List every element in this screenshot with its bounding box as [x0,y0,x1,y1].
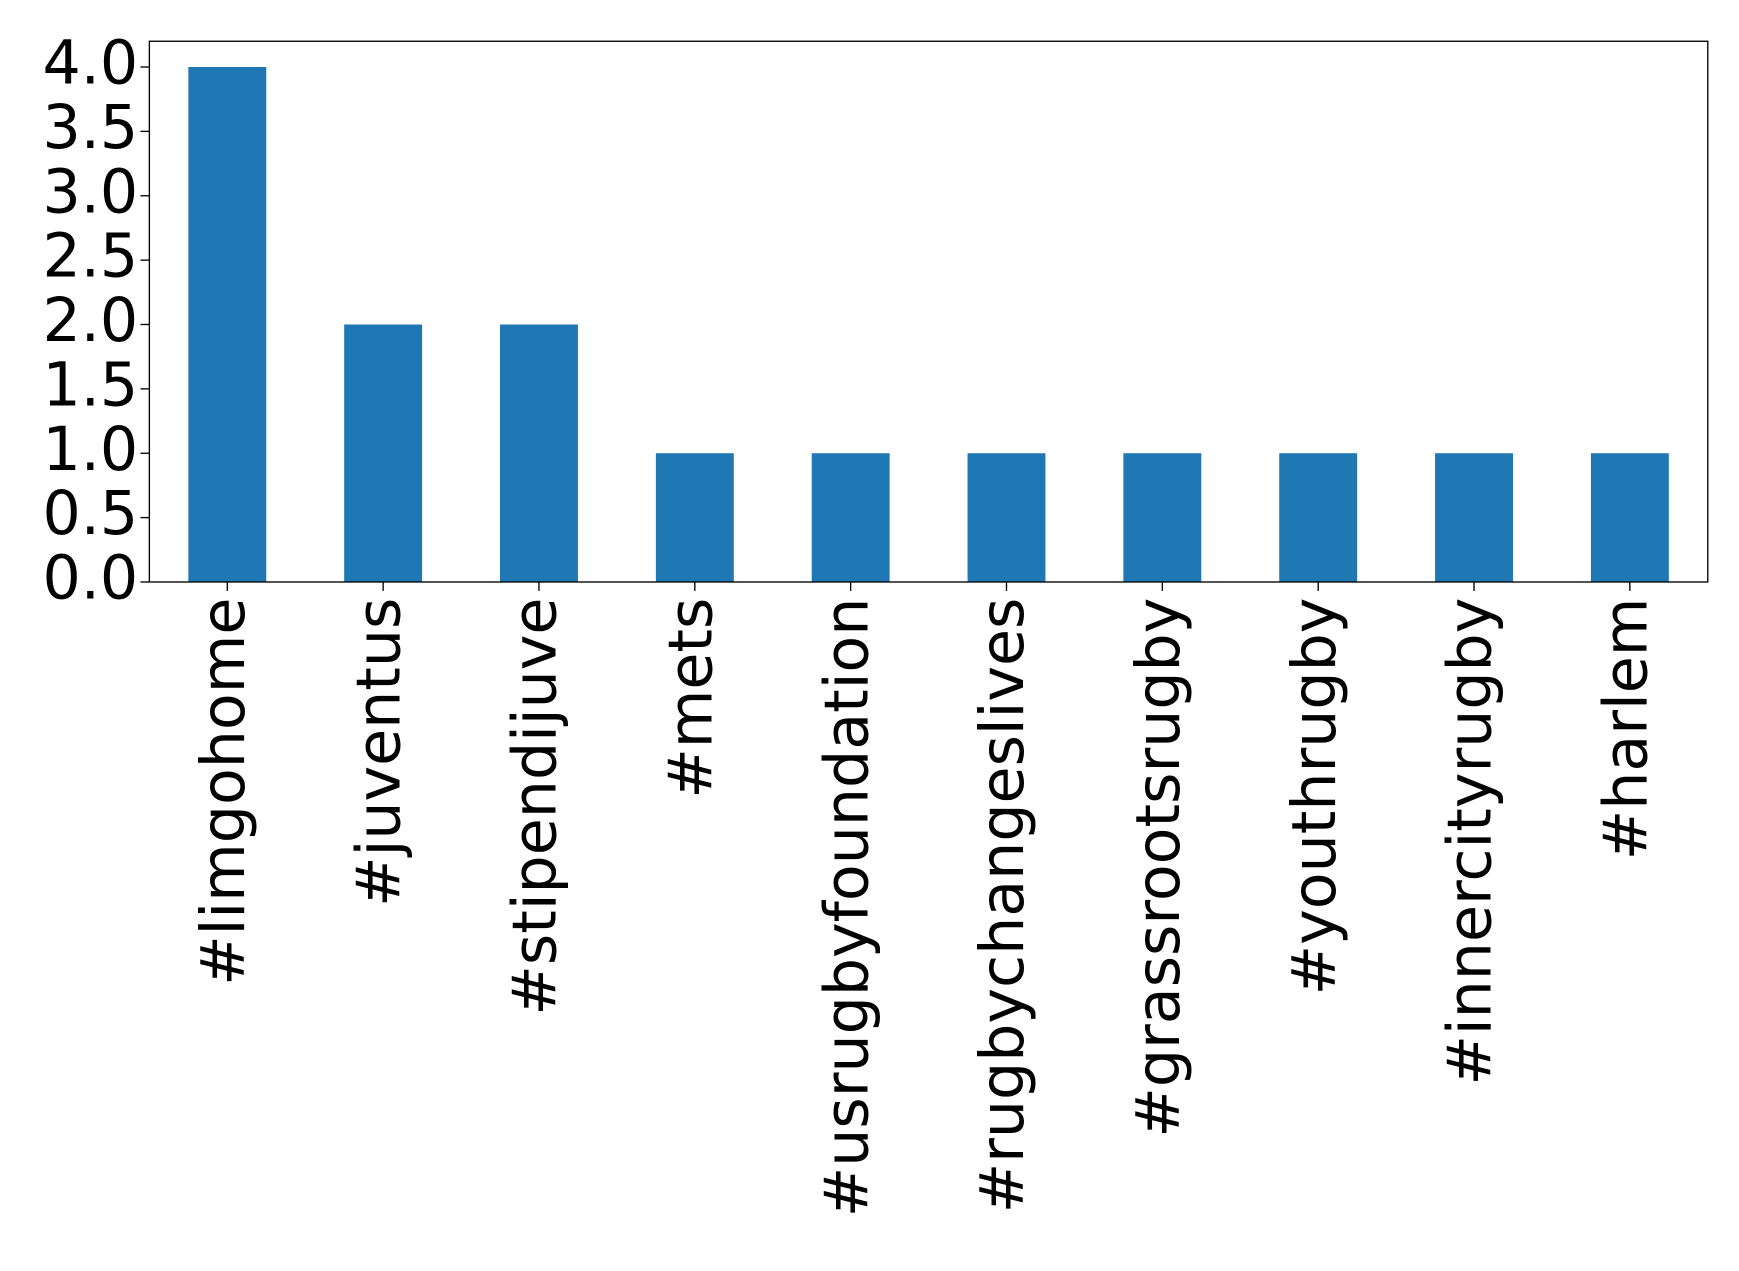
x-tick-label: #grassrootsrugby [1124,598,1194,1138]
x-tick-label: #stipendijuve [501,598,571,1016]
y-tick-label: 1.0 [43,415,139,485]
bar [188,67,267,582]
y-tick-label: 3.0 [43,157,139,227]
y-tick-label: 2.5 [43,222,139,292]
x-tick-label: #mets [656,598,726,799]
bar [1590,453,1669,582]
y-tick-label: 2.0 [43,286,139,356]
bar [500,324,578,582]
x-tick-label: #youthrugby [1280,598,1350,996]
y-tick-label: 1.5 [43,350,139,420]
x-tick-label: #rugbychangeslives [968,598,1038,1214]
x-tick-label: #juventus [345,598,415,907]
x-tick-label: #limgohome [189,598,259,986]
bar [655,453,734,582]
bar [1435,453,1513,582]
x-tick-label: #harlem [1591,598,1661,861]
bar [967,453,1046,582]
y-tick-label: 0.0 [43,544,139,614]
y-tick-label: 3.5 [43,93,139,163]
plot-frame [148,40,1709,583]
bar [344,324,423,582]
x-tick-label: #usrugbyfoundation [812,598,882,1218]
y-tick-label: 0.5 [43,479,139,549]
bar [1123,453,1202,582]
bar [811,453,890,582]
y-tick-label: 4.0 [43,29,139,99]
x-tick-label: #innercityrugby [1436,598,1506,1086]
bar [1279,453,1358,582]
